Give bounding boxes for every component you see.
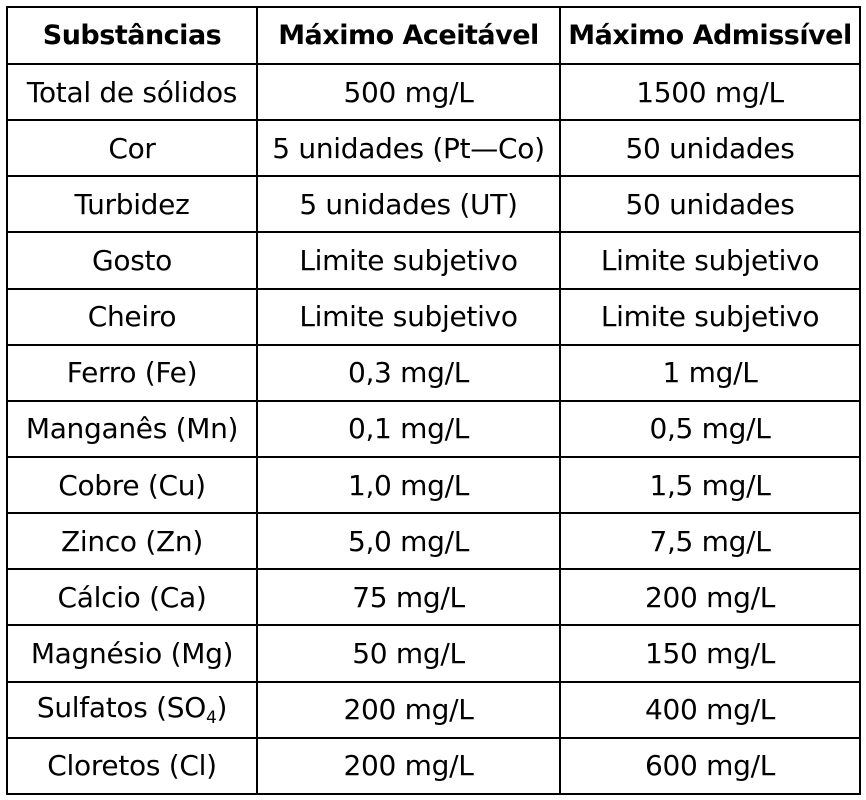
table-row: Cobre (Cu) 1,0 mg/L 1,5 mg/L — [6, 455, 861, 515]
substance-cell: Magnésio (Mg) — [6, 624, 258, 683]
acceptable-cell: 5 unidades (Pt—Co) — [256, 119, 561, 178]
admissible-cell: 0,5 mg/L — [559, 399, 861, 458]
table-row: Cor 5 unidades (Pt—Co) 50 unidades — [6, 119, 861, 178]
table-row: Gosto Limite subjetivo Limite subjetivo — [6, 231, 861, 290]
admissible-cell: 50 unidades — [559, 175, 861, 234]
table-row: Turbidez 5 unidades (UT) 50 unidades — [6, 175, 861, 234]
substance-cell: Turbidez — [6, 175, 258, 234]
acceptable-cell: 200 mg/L — [256, 736, 561, 796]
admissible-cell: 50 unidades — [559, 119, 861, 178]
admissible-cell: 1,5 mg/L — [559, 455, 861, 515]
substance-cell: Sulfatos (SO4) — [6, 680, 258, 739]
substance-cell: Cor — [6, 119, 258, 178]
substance-prefix: Sulfatos (SO — [36, 691, 206, 725]
substance-cell: Total de sólidos — [6, 62, 258, 122]
admissible-cell: 1 mg/L — [559, 343, 861, 402]
header-substances: Substâncias — [6, 6, 258, 65]
substance-cell: Zinco (Zn) — [6, 512, 258, 571]
acceptable-cell: 5,0 mg/L — [256, 512, 561, 571]
table-row: Manganês (Mn) 0,1 mg/L 0,5 mg/L — [6, 399, 861, 458]
water-quality-table-container: Substâncias Máximo Aceitável Máximo Admi… — [6, 6, 861, 796]
table-row: Sulfatos (SO4) 200 mg/L 400 mg/L — [6, 680, 861, 739]
substance-cell: Gosto — [6, 231, 258, 290]
table-row: Zinco (Zn) 5,0 mg/L 7,5 mg/L — [6, 512, 861, 571]
admissible-cell: 7,5 mg/L — [559, 512, 861, 571]
substance-cell: Cloretos (Cl) — [6, 736, 258, 796]
table-row: Ferro (Fe) 0,3 mg/L 1 mg/L — [6, 343, 861, 402]
substance-cell: Cheiro — [6, 287, 258, 346]
admissible-cell: 600 mg/L — [559, 736, 861, 796]
substance-cell: Ferro (Fe) — [6, 343, 258, 402]
water-quality-table: Substâncias Máximo Aceitável Máximo Admi… — [6, 6, 861, 796]
admissible-cell: 1500 mg/L — [559, 62, 861, 122]
substance-subscript: 4 — [205, 708, 217, 729]
table-row: Cheiro Limite subjetivo Limite subjetivo — [6, 287, 861, 346]
acceptable-cell: 1,0 mg/L — [256, 455, 561, 515]
acceptable-cell: 500 mg/L — [256, 62, 561, 122]
header-max-acceptable: Máximo Aceitável — [256, 6, 561, 65]
table-row: Cálcio (Ca) 75 mg/L 200 mg/L — [6, 568, 861, 627]
acceptable-cell: 0,1 mg/L — [256, 399, 561, 458]
header-row: Substâncias Máximo Aceitável Máximo Admi… — [6, 6, 861, 65]
substance-suffix: ) — [216, 691, 228, 725]
header-max-admissible: Máximo Admissível — [559, 6, 861, 65]
substance-cell: Cobre (Cu) — [6, 455, 258, 515]
table-row: Cloretos (Cl) 200 mg/L 600 mg/L — [6, 736, 861, 796]
substance-cell: Cálcio (Ca) — [6, 568, 258, 627]
acceptable-cell: Limite subjetivo — [256, 231, 561, 290]
acceptable-cell: 50 mg/L — [256, 624, 561, 683]
acceptable-cell: Limite subjetivo — [256, 287, 561, 346]
admissible-cell: 400 mg/L — [559, 680, 861, 739]
acceptable-cell: 0,3 mg/L — [256, 343, 561, 402]
admissible-cell: 150 mg/L — [559, 624, 861, 683]
admissible-cell: Limite subjetivo — [559, 287, 861, 346]
acceptable-cell: 200 mg/L — [256, 680, 561, 739]
admissible-cell: Limite subjetivo — [559, 231, 861, 290]
acceptable-cell: 5 unidades (UT) — [256, 175, 561, 234]
acceptable-cell: 75 mg/L — [256, 568, 561, 627]
table-row: Total de sólidos 500 mg/L 1500 mg/L — [6, 62, 861, 122]
admissible-cell: 200 mg/L — [559, 568, 861, 627]
table-row: Magnésio (Mg) 50 mg/L 150 mg/L — [6, 624, 861, 683]
substance-cell: Manganês (Mn) — [6, 399, 258, 458]
